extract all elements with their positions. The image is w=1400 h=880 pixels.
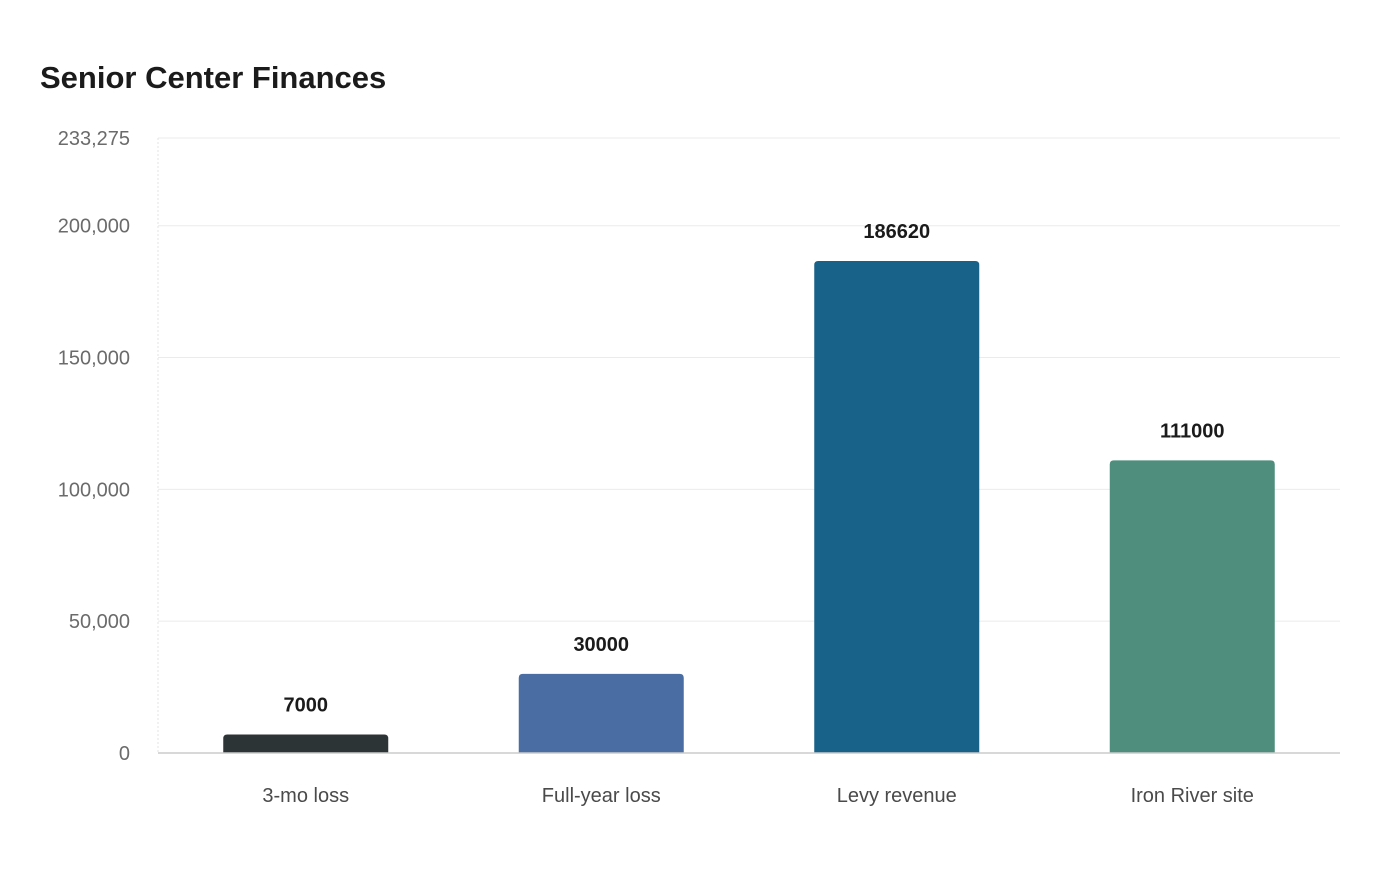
x-tick-label: Iron River site [1131,785,1254,807]
bar [1109,460,1275,753]
data-labels: 7000 30000 186620 111000 [284,221,1225,717]
x-tick-label: Levy revenue [837,785,957,807]
x-tick-label: Full-year loss [542,785,661,807]
data-label: 111000 [1160,420,1225,442]
chart-title: Senior Center Finances [40,60,387,95]
data-label: 186620 [863,221,930,243]
bar [223,734,389,753]
bars [223,261,1275,753]
y-axis-ticks: 0 50,000 100,000 150,000 200,000 233,275 [58,128,130,765]
data-label: 7000 [284,695,329,717]
x-axis-ticks: 3-mo loss Full-year loss Levy revenue Iron … [262,785,1254,807]
y-tick-label: 100,000 [58,479,130,501]
data-label: 30000 [573,634,629,656]
y-tick-label: 50,000 [69,611,130,633]
bar [814,261,980,753]
bar [518,673,684,753]
y-tick-label: 0 [119,743,130,765]
y-tick-label: 150,000 [58,348,130,370]
y-tick-label: 200,000 [58,216,130,238]
y-tick-label: 233,275 [58,128,130,150]
x-tick-label: 3-mo loss [262,785,349,807]
